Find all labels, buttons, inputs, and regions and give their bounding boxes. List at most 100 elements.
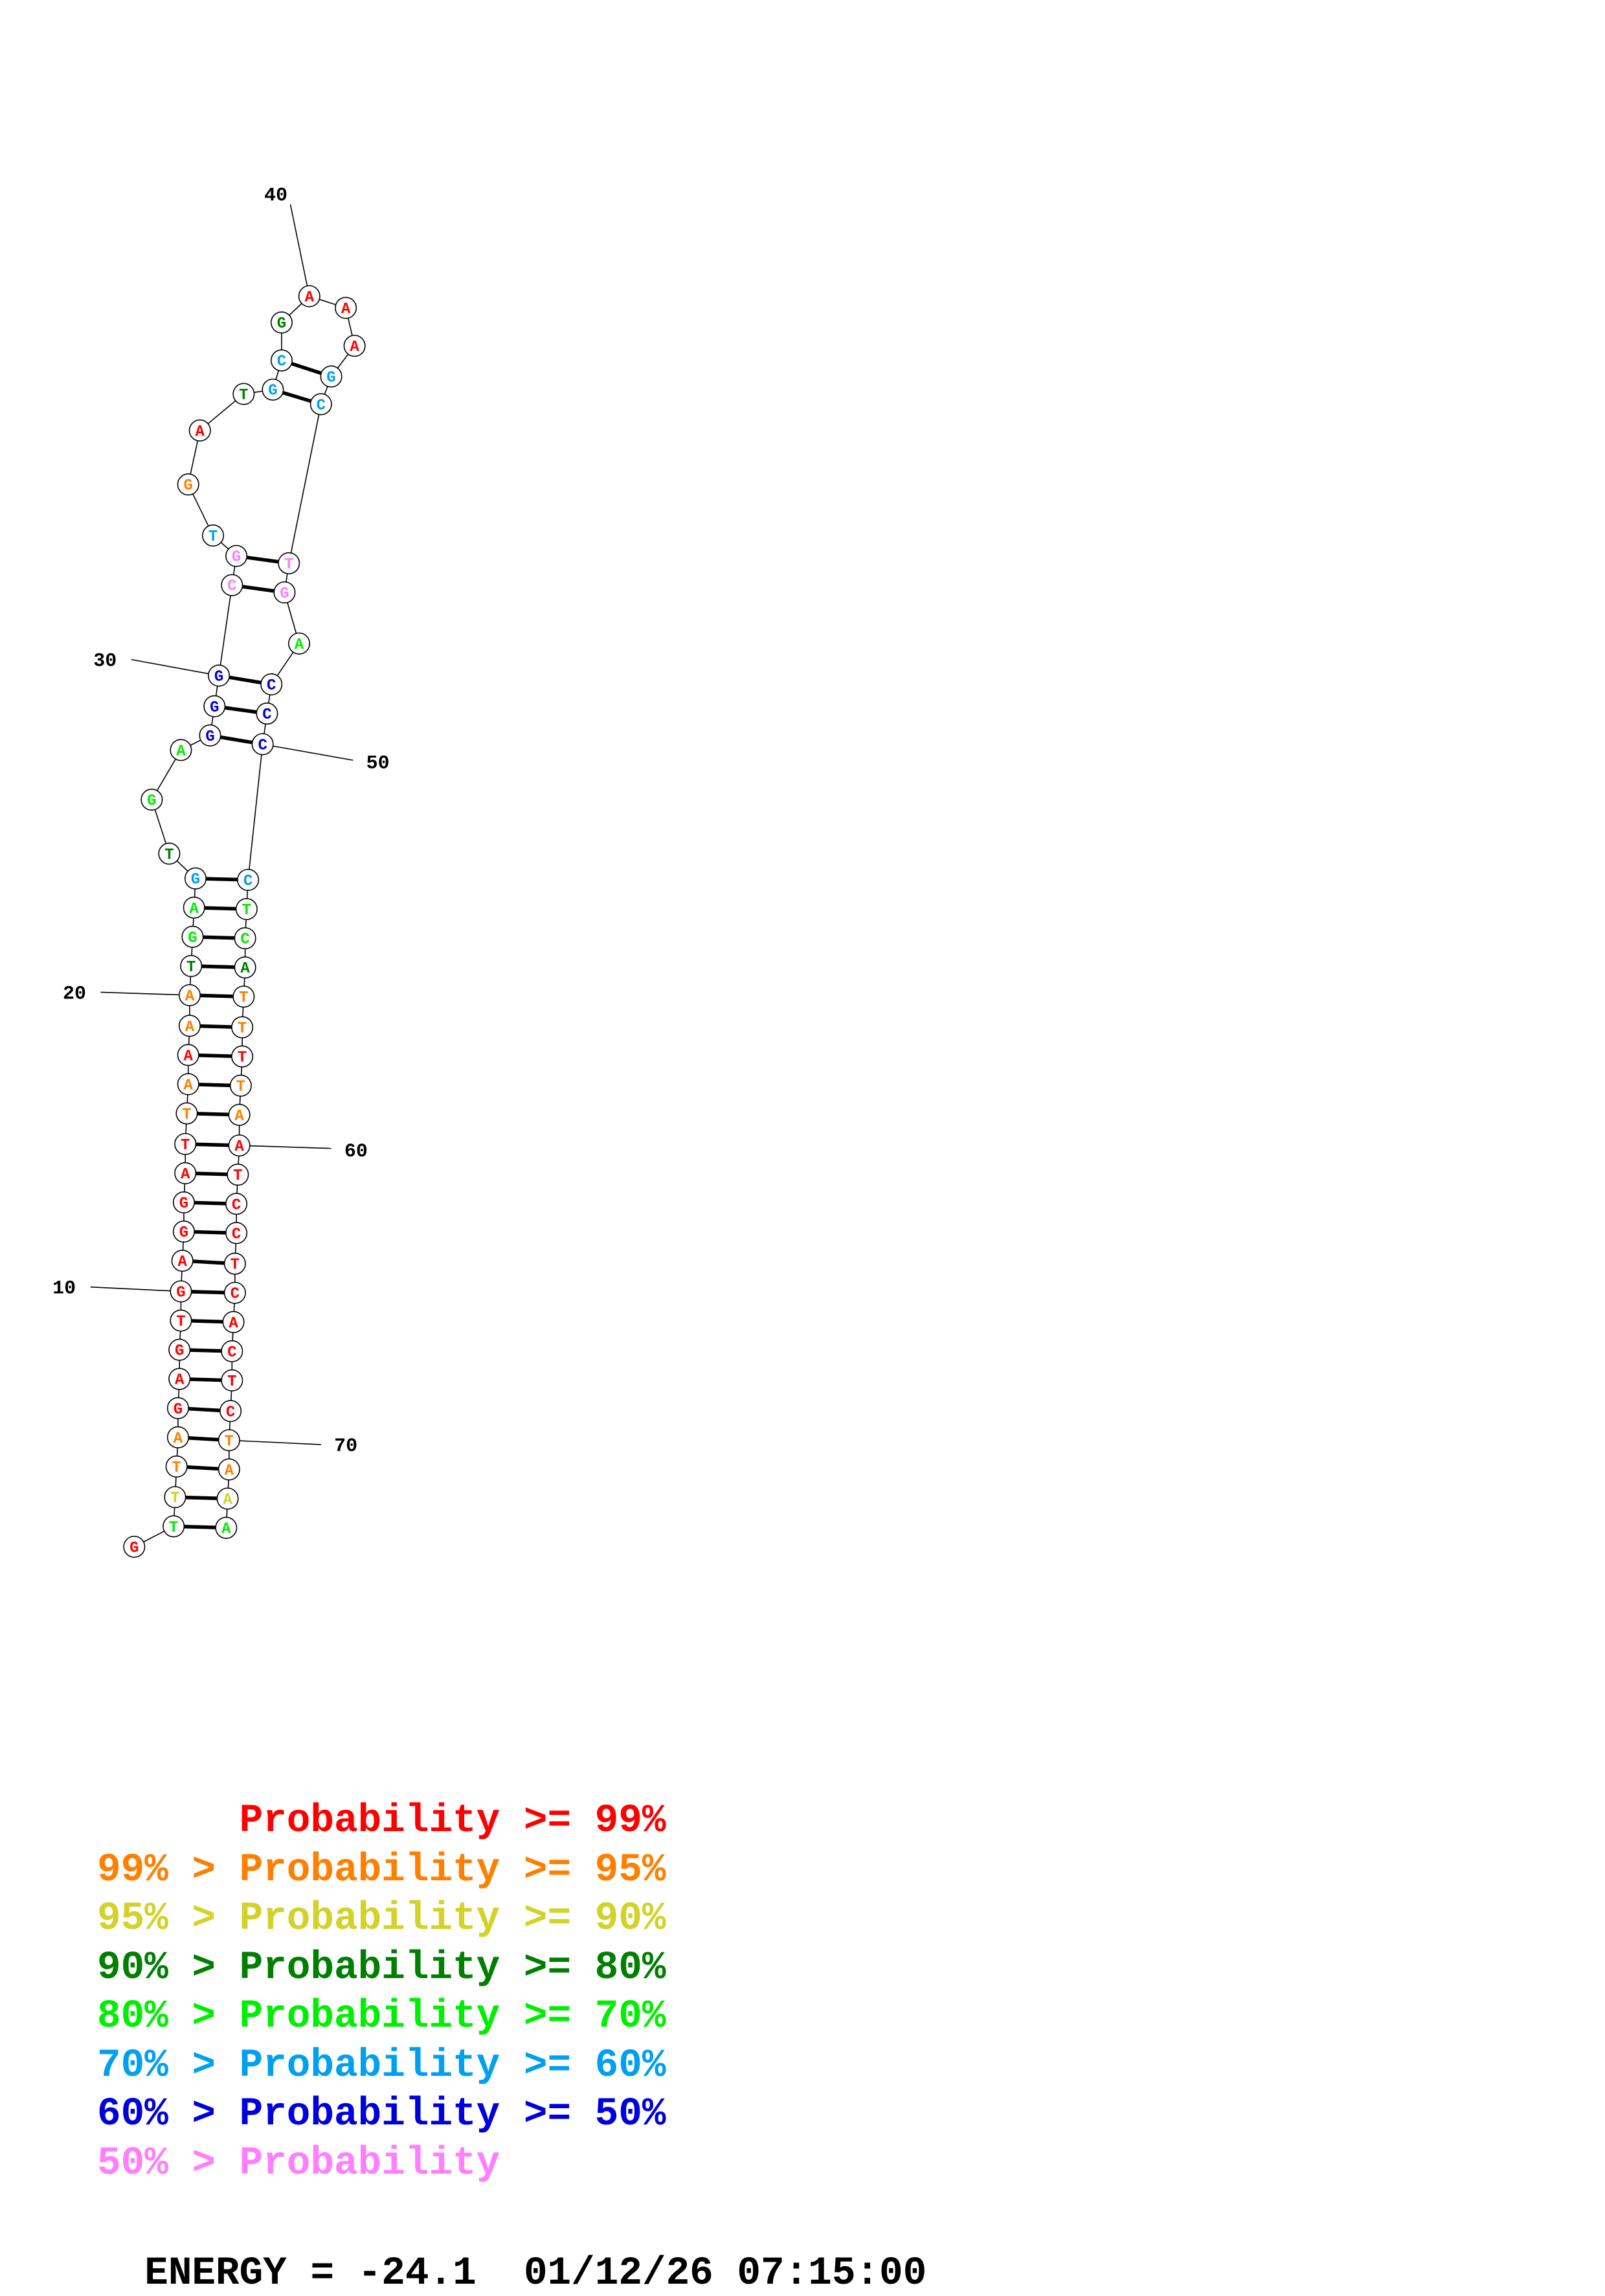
nucleotide: T [180, 954, 203, 977]
nucleotide-circle [218, 1458, 240, 1481]
nucleotide-base: A [234, 1138, 244, 1156]
nucleotide: A [170, 739, 192, 761]
nucleotide-base: A [221, 1521, 231, 1538]
nucleotide-circle [262, 378, 284, 401]
nucleotide-base: A [174, 1430, 183, 1448]
nucleotide-base: C [277, 354, 286, 371]
index-ticks: 10 20 30 40 50 60 70 [52, 185, 390, 1458]
nucleotide-circle [165, 1455, 188, 1478]
nucleotide-circle [208, 664, 230, 687]
nucleotide-circle [166, 1397, 189, 1419]
nucleotide-base: A [234, 1108, 244, 1125]
legend-prefix: 70% > [97, 2043, 240, 2088]
index-tick [100, 991, 190, 996]
nucleotide: C [309, 393, 332, 416]
legend-prefix: 90% > [97, 1945, 240, 1990]
nucleotide-circle [225, 1193, 248, 1215]
legend-text: Probability >= 99% [239, 1799, 666, 1843]
nucleotide-base: C [227, 578, 236, 596]
nucleotide-circle [183, 896, 205, 919]
nucleotide-base: T [169, 1519, 178, 1536]
nucleotide: T [170, 1309, 192, 1332]
nucleotide: G [270, 311, 293, 334]
nucleotide: T [232, 985, 255, 1008]
nucleotide-base: A [181, 1166, 190, 1184]
index-label: 10 [52, 1278, 76, 1300]
nucleotide-circle [234, 956, 256, 979]
legend-text: Probability >= 60% [239, 2043, 666, 2088]
nucleotide: G [166, 1397, 189, 1419]
nucleotide: C [251, 733, 274, 756]
nucleotide-circle [298, 285, 320, 308]
nucleotide-circle [270, 349, 293, 372]
nucleotide-base: A [295, 636, 304, 654]
nucleotide-circle [172, 1191, 195, 1214]
nucleotide: G [181, 925, 204, 948]
nucleotide-circle [232, 383, 255, 405]
backbone-segment [288, 404, 322, 564]
nucleotide: G [208, 664, 230, 687]
nucleotide-base: C [317, 397, 326, 414]
index-label: 70 [334, 1435, 357, 1458]
nucleotide-base: T [176, 1314, 185, 1331]
nucleotide: G [177, 473, 199, 496]
legend-text: Probability >= 80% [239, 1945, 666, 1990]
nucleotide-base: A [350, 339, 359, 356]
nucleotide-base: T [172, 1459, 181, 1477]
legend-text: Probability [239, 2141, 500, 2186]
nucleotide: C [256, 703, 278, 725]
nucleotide-circle [168, 1367, 191, 1390]
nucleotide-base: G [205, 728, 214, 746]
nucleotide-circle [225, 1222, 248, 1244]
nucleotide-base: G [129, 1540, 139, 1557]
legend-row: 80% > Probability >= 70% [97, 1992, 666, 2042]
index-tick [90, 1286, 181, 1292]
nucleotide: T [231, 1045, 254, 1068]
nucleotide: C [221, 574, 243, 596]
nucleotide-circle [188, 419, 211, 442]
nucleotide-circle [172, 1221, 195, 1243]
nucleotide: A [228, 1134, 251, 1157]
nucleotide-circle [203, 695, 226, 717]
nucleotide: T [175, 1102, 198, 1125]
nucleotide-circle [140, 788, 163, 811]
backbone [133, 295, 355, 1548]
nucleotide: C [225, 1222, 248, 1244]
nucleotide: C [237, 868, 260, 891]
nucleotide-base: C [267, 677, 276, 695]
nucleotide: A [215, 1516, 238, 1539]
nucleotide-circle [256, 703, 278, 725]
nucleotide: A [178, 1015, 201, 1037]
nucleotide: T [218, 1429, 240, 1452]
nucleotide-base: T [284, 556, 293, 574]
legend-row: 90% > Probability >= 80% [97, 1944, 666, 1993]
nucleotide-base: T [164, 846, 174, 864]
nucleotide-circle [175, 1102, 198, 1125]
nucleotide-base: A [184, 1048, 194, 1065]
nucleotide-circle [164, 1486, 186, 1509]
nucleotide: T [221, 1369, 243, 1391]
index-label: 20 [63, 983, 86, 1005]
nucleotide: C [221, 1340, 243, 1362]
legend-text: Probability >= 50% [239, 2092, 666, 2137]
nucleotide: T [229, 1074, 252, 1097]
nucleotide-base: G [175, 1343, 184, 1360]
nucleotide-base: C [232, 1226, 241, 1243]
nucleotide-base: T [170, 1490, 179, 1507]
nucleotide-base: A [184, 1077, 194, 1094]
nucleotide-circle [123, 1535, 146, 1558]
nucleotide: C [270, 349, 293, 372]
nucleotide: G [123, 1535, 146, 1558]
nucleotide: A [228, 1103, 251, 1126]
nucleotide-base: A [225, 1462, 234, 1480]
nucleotide-circle [221, 1340, 243, 1362]
nucleotide: T [164, 1486, 186, 1509]
nucleotide: C [260, 673, 283, 695]
nucleotide-circle [174, 1162, 197, 1184]
nucleotide: A [222, 1311, 245, 1333]
nucleotide: A [298, 285, 320, 308]
nucleotide: G [320, 365, 342, 388]
nucleotide-circle [216, 1487, 239, 1510]
nucleotide-circle [231, 1045, 254, 1068]
nucleotide: G [168, 1338, 191, 1361]
